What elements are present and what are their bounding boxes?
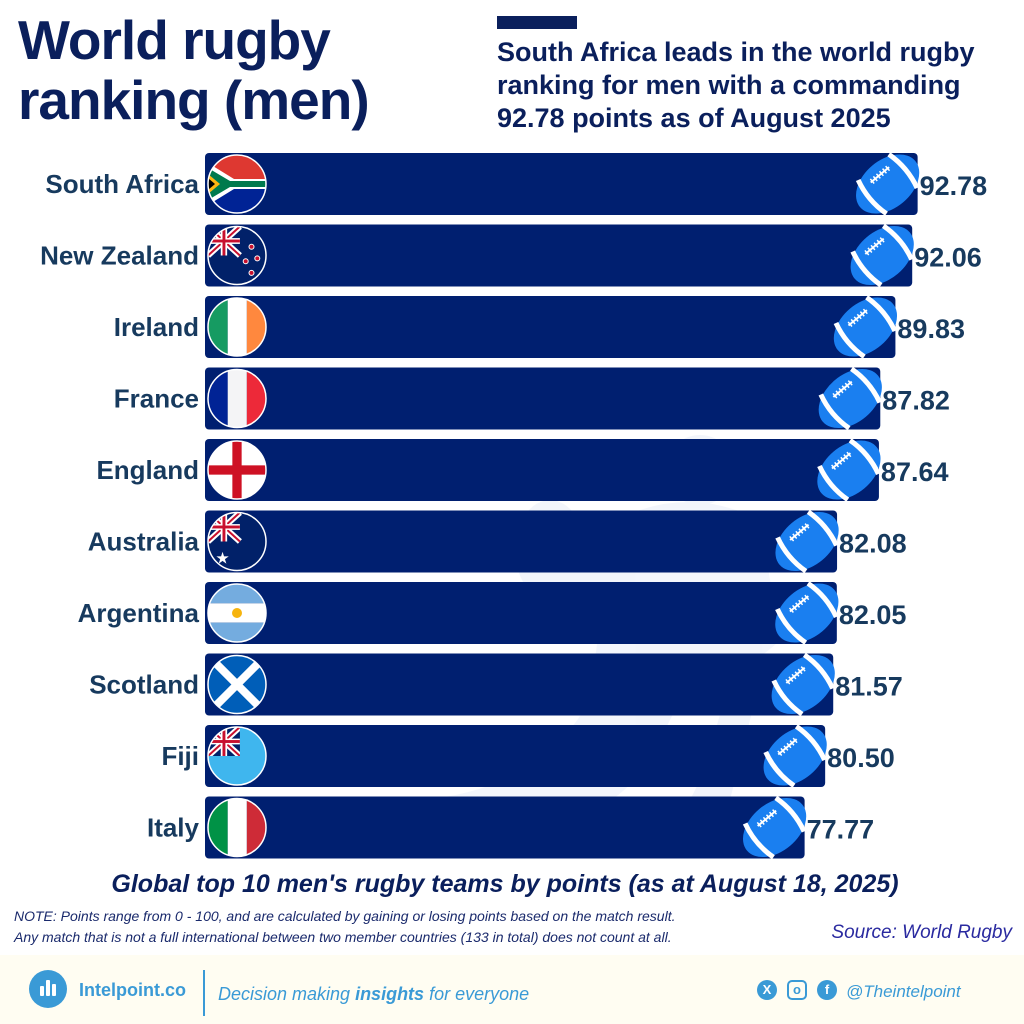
tagline-bold: insights (355, 984, 425, 1004)
footer: Intelpoint.co Decision making insights f… (0, 955, 1024, 1024)
value-label: 92.06 (914, 243, 982, 273)
value-label: 80.50 (827, 743, 895, 773)
france-flag (207, 368, 267, 429)
tagline-post: for everyone (424, 984, 530, 1004)
category-label: France (114, 384, 199, 414)
rugby-ball-icon (817, 438, 881, 502)
note: NOTE: Points range from 0 - 100, and are… (14, 906, 675, 948)
south-africa-flag (207, 154, 267, 214)
category-label: Scotland (89, 670, 199, 700)
value-label: 87.64 (881, 457, 949, 487)
instagram-icon[interactable]: o (787, 980, 807, 1000)
bar (205, 296, 896, 358)
bar (205, 582, 837, 644)
england-flag (207, 440, 267, 500)
accent-bar (497, 16, 577, 29)
title-line-2: ranking (men) (18, 69, 370, 131)
category-label: England (96, 455, 199, 485)
bar (205, 725, 826, 787)
bar-row: Australia★ 82.08 (88, 509, 907, 574)
social-handle[interactable]: @Theintelpoint (846, 982, 961, 1001)
value-label: 92.78 (920, 171, 988, 201)
scotland-flag (207, 654, 267, 715)
category-label: Italy (147, 813, 200, 843)
subtitle: South Africa leads in the world rugby ra… (497, 37, 975, 133)
bar-row: Fiji 80.50 (161, 724, 895, 788)
value-label: 89.83 (897, 314, 965, 344)
bar (205, 367, 881, 430)
rugby-ball-icon (775, 581, 839, 645)
bar (205, 439, 879, 501)
bar-row: Ireland 89.83 (114, 295, 965, 359)
category-label: New Zealand (40, 241, 199, 271)
value-label: 87.82 (882, 386, 950, 416)
rugby-ball-icon (818, 366, 883, 431)
category-label: South Africa (45, 169, 199, 199)
bar (205, 510, 838, 573)
note-line-1: NOTE: Points range from 0 - 100, and are… (14, 908, 676, 924)
title-line-1: World rugby (18, 9, 331, 71)
logo-icon[interactable] (29, 970, 67, 1008)
tagline: Decision making insights for everyone (218, 984, 529, 1005)
bar-row: Argentina 82.05 (78, 581, 907, 645)
rugby-ball-icon (833, 295, 898, 359)
value-label: 81.57 (835, 672, 903, 702)
source: Source: World Rugby (831, 922, 1012, 943)
bar (205, 653, 834, 716)
bar-row: South Africa 92.78 (45, 152, 988, 216)
value-label: 77.77 (807, 815, 875, 845)
value-label: 82.08 (839, 529, 907, 559)
brand-link[interactable]: Intelpoint.co (79, 980, 186, 1000)
new-zealand-flag (207, 225, 267, 286)
rugby-ball-icon (763, 724, 827, 788)
category-label: Argentina (78, 598, 200, 628)
rugby-ball-icon (771, 652, 835, 717)
fiji-flag (207, 726, 267, 786)
bar-row: Italy 77.77 (147, 795, 875, 860)
bar-row: Scotland 81.57 (89, 652, 903, 717)
bar-row: France 87.82 (114, 366, 950, 431)
bar (205, 796, 805, 859)
rugby-ball-icon (742, 795, 807, 860)
value-label: 82.05 (839, 600, 907, 630)
page-title: World rugby ranking (men) (18, 9, 370, 131)
bar (205, 224, 913, 287)
argentina-flag (207, 583, 267, 643)
x-icon[interactable]: X (757, 980, 777, 1000)
bar-chart: South Africa 92.78 New Zealand 92.06 Ireland… (40, 152, 988, 860)
italy-flag (207, 797, 267, 858)
rugby-ball-icon (850, 223, 914, 288)
category-label: Australia (88, 527, 200, 557)
australia-flag: ★ (207, 511, 267, 572)
chart-caption: Global top 10 men's rugby teams by point… (111, 870, 899, 898)
category-label: Ireland (114, 312, 199, 342)
facebook-icon[interactable]: f (817, 980, 837, 1000)
bar-row: New Zealand 92.06 (40, 223, 982, 288)
footer-divider (203, 970, 205, 1016)
category-label: Fiji (161, 741, 199, 771)
rugby-ball-icon (855, 152, 920, 216)
bar (205, 153, 918, 215)
rugby-ball-icon (775, 509, 839, 574)
tagline-pre: Decision making (218, 984, 356, 1004)
ireland-flag (207, 297, 267, 357)
note-line-2: Any match that is not a full internation… (14, 929, 672, 945)
bar-row: England 87.64 (96, 438, 949, 502)
